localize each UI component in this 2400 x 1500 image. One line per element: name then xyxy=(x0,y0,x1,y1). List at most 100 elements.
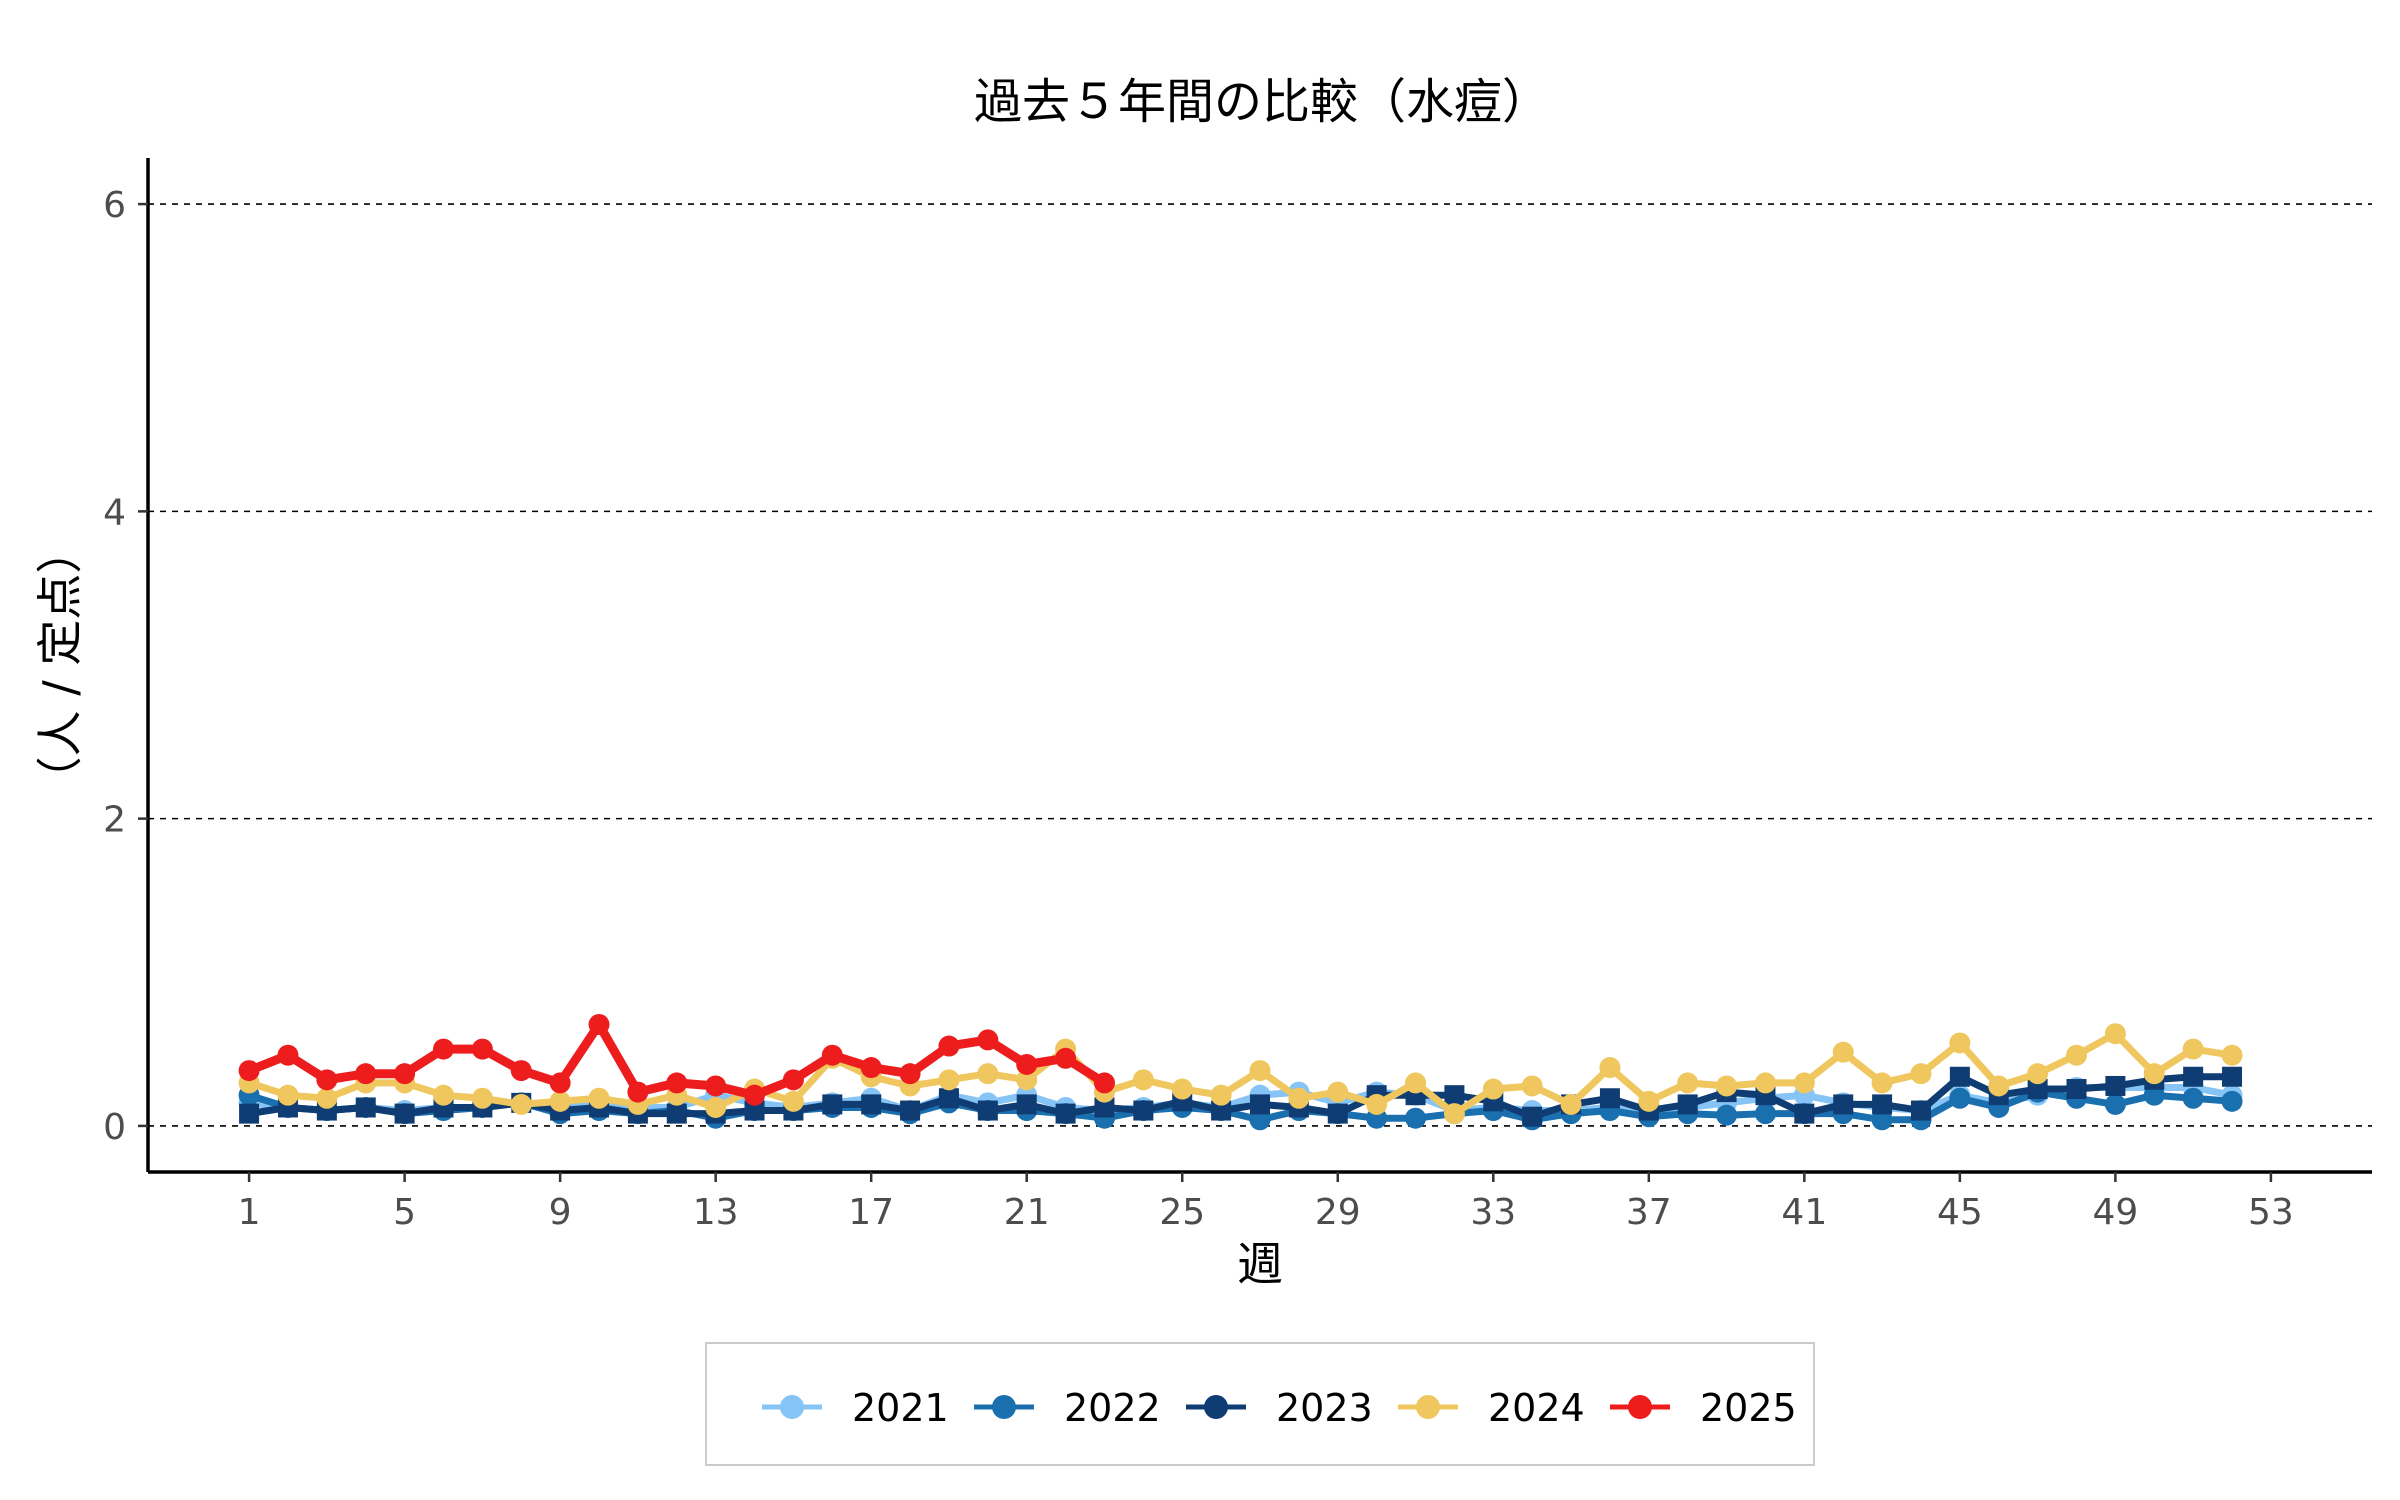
data-point xyxy=(977,1100,998,1121)
series-line xyxy=(245,1073,2236,1121)
data-point xyxy=(2066,1079,2087,1100)
data-point xyxy=(666,1072,688,1094)
data-point xyxy=(1872,1094,1893,1115)
data-point xyxy=(1871,1109,1893,1131)
data-point xyxy=(1832,1041,1854,1063)
data-point xyxy=(510,1093,532,1115)
data-point xyxy=(1522,1106,1543,1127)
data-point xyxy=(1016,1094,1037,1115)
data-point xyxy=(1055,1103,1076,1124)
legend-label: 2021 xyxy=(852,1386,949,1430)
legend-swatch-marker xyxy=(780,1395,804,1419)
data-point xyxy=(977,1029,999,1051)
data-point xyxy=(1599,1057,1621,1079)
data-point xyxy=(2143,1084,2165,1106)
x-tick-label: 9 xyxy=(549,1192,572,1233)
data-point xyxy=(277,1044,299,1066)
x-tick-label: 13 xyxy=(693,1192,739,1233)
data-point xyxy=(432,1084,454,1106)
data-point xyxy=(1016,1069,1038,1091)
data-point xyxy=(1443,1103,1465,1125)
data-point xyxy=(1482,1078,1504,1100)
data-point xyxy=(782,1090,804,1112)
data-point xyxy=(2105,1075,2126,1096)
y-tick-label: 6 xyxy=(103,185,126,226)
chart-title: 過去５年間の比較（水痘） xyxy=(974,74,1550,130)
data-point xyxy=(238,1060,260,1082)
data-point xyxy=(394,1103,415,1124)
legend: 2021 2022 2023 2024 2025 xyxy=(705,1342,1815,1466)
data-point xyxy=(510,1060,532,1082)
data-point xyxy=(2027,1063,2049,1085)
data-point xyxy=(1949,1066,1970,1087)
data-point xyxy=(1211,1100,1232,1121)
data-point xyxy=(1405,1072,1427,1094)
data-point xyxy=(2221,1044,2243,1066)
data-point xyxy=(744,1084,766,1106)
y-tick-label: 2 xyxy=(103,800,126,841)
x-tick-label: 53 xyxy=(2248,1192,2294,1233)
data-point xyxy=(2183,1066,2204,1087)
series-line xyxy=(245,1030,2236,1118)
data-point xyxy=(471,1087,493,1109)
data-point xyxy=(861,1094,882,1115)
data-point xyxy=(1793,1072,1815,1094)
data-point xyxy=(1949,1087,1971,1109)
data-point xyxy=(588,1087,610,1109)
data-point xyxy=(316,1069,338,1091)
data-point xyxy=(1405,1107,1427,1129)
data-point xyxy=(744,1100,765,1121)
y-tick-label: 4 xyxy=(103,492,126,533)
legend-swatch-marker xyxy=(1416,1395,1440,1419)
data-point xyxy=(1677,1094,1698,1115)
data-point xyxy=(938,1069,960,1091)
data-point xyxy=(977,1063,999,1085)
data-point xyxy=(277,1084,299,1106)
data-point xyxy=(1833,1094,1854,1115)
data-point xyxy=(549,1072,571,1094)
x-tick-label: 17 xyxy=(848,1192,894,1233)
data-point xyxy=(2143,1063,2165,1085)
data-point xyxy=(1910,1100,1931,1121)
data-point xyxy=(1249,1109,1271,1131)
data-point xyxy=(549,1090,571,1112)
data-point xyxy=(1288,1087,1310,1109)
data-point xyxy=(1366,1093,1388,1115)
data-point xyxy=(2182,1038,2204,1060)
x-ticks: 1 5 9 13 17 21 25 29 33 37 41 45 49 53 xyxy=(238,1172,2294,1233)
data-point xyxy=(1093,1072,1115,1094)
data-point xyxy=(355,1097,376,1118)
data-point xyxy=(627,1081,649,1103)
legend-item-2021: 2021 xyxy=(762,1386,949,1430)
x-tick-label: 33 xyxy=(1470,1192,1516,1233)
data-point xyxy=(1171,1078,1193,1100)
data-point xyxy=(1754,1072,1776,1094)
data-point xyxy=(471,1038,493,1060)
data-point xyxy=(588,1014,610,1036)
data-point xyxy=(1599,1088,1620,1109)
data-point xyxy=(1988,1075,2010,1097)
data-point xyxy=(2104,1093,2126,1115)
series-2025 xyxy=(238,1014,1115,1106)
data-point xyxy=(2182,1087,2204,1109)
data-point xyxy=(1677,1072,1699,1094)
y-axis-title: （人 / 定点） xyxy=(33,528,87,803)
data-point xyxy=(432,1038,454,1060)
data-point xyxy=(394,1063,416,1085)
series-layer xyxy=(238,1014,2243,1131)
data-point xyxy=(899,1063,921,1085)
data-point xyxy=(938,1035,960,1057)
legend-label: 2023 xyxy=(1276,1386,1373,1430)
data-point xyxy=(2221,1090,2243,1112)
data-point xyxy=(860,1057,882,1079)
legend-label: 2025 xyxy=(1700,1386,1797,1430)
axes xyxy=(146,158,2372,1174)
data-point xyxy=(1327,1081,1349,1103)
legend-item-2023: 2023 xyxy=(1186,1386,1373,1430)
data-point xyxy=(1327,1103,1348,1124)
x-tick-label: 1 xyxy=(238,1192,261,1233)
data-point xyxy=(666,1103,687,1124)
x-tick-label: 41 xyxy=(1781,1192,1827,1233)
data-point xyxy=(2027,1079,2048,1100)
legend-item-2024: 2024 xyxy=(1398,1386,1585,1430)
